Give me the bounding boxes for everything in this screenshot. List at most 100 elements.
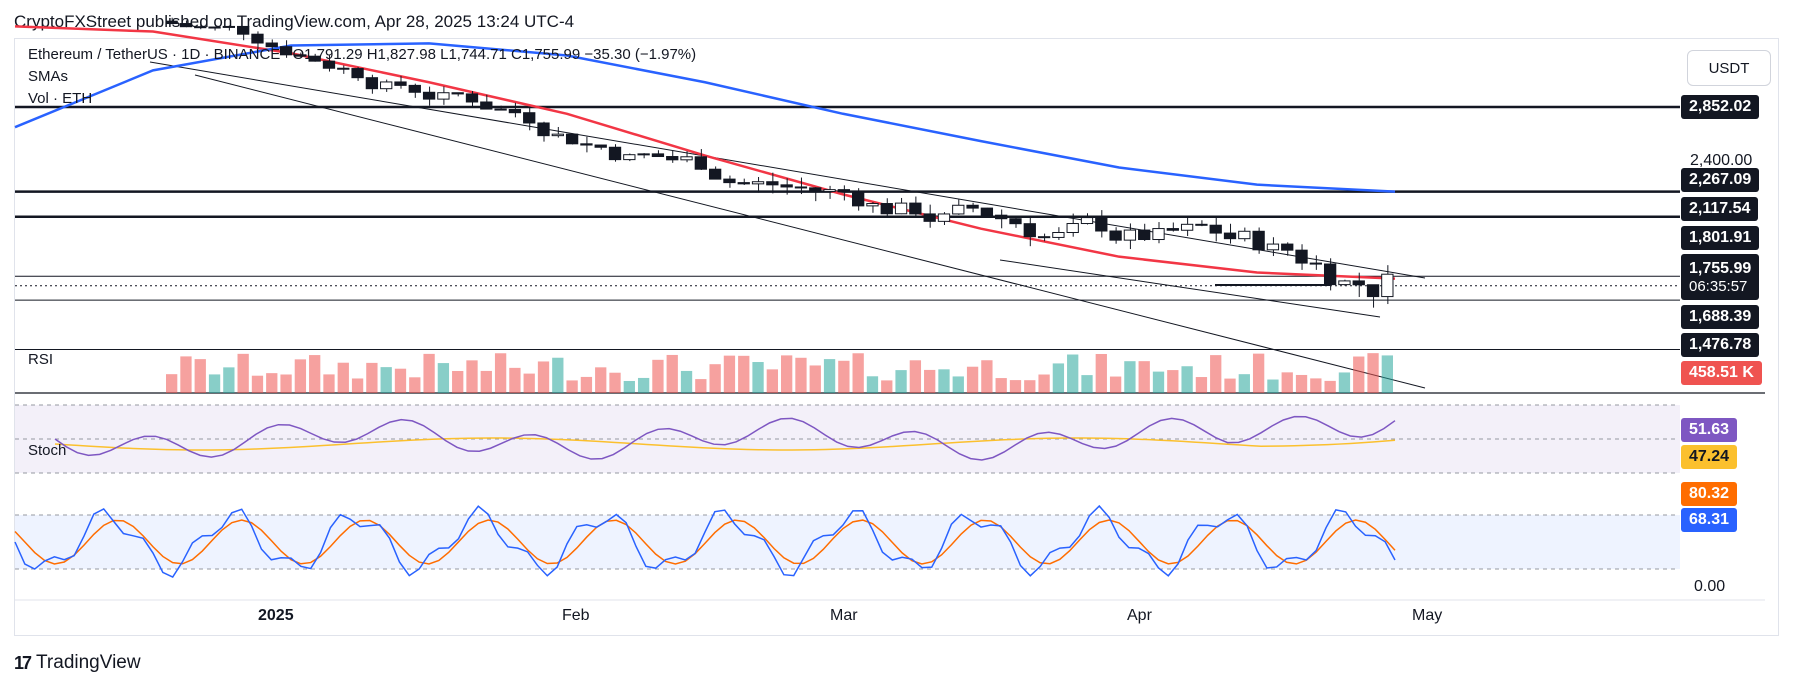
volume-bar xyxy=(1124,361,1136,393)
candle-body xyxy=(1309,262,1322,265)
stoch-zero-label: 0.00 xyxy=(1694,578,1726,595)
volume-bar xyxy=(266,373,278,393)
volume-bar xyxy=(552,357,564,393)
candle-body xyxy=(437,92,450,100)
price-label-2117: 2,117.54 xyxy=(1681,197,1759,221)
candle-body xyxy=(580,143,593,146)
volume-bar xyxy=(781,355,793,393)
candle-body xyxy=(1366,284,1380,298)
candle-body xyxy=(1238,230,1251,240)
volume-bar xyxy=(1095,353,1107,393)
volume-bar xyxy=(895,370,907,393)
legend-ohlc: O1,791.29 H1,827.98 L1,744.71 C1,755.99 … xyxy=(292,46,697,63)
candle-body xyxy=(1180,223,1194,231)
candle-body xyxy=(508,109,522,114)
footer-brand[interactable]: 17 TradingView xyxy=(14,652,141,674)
candle-body xyxy=(966,204,979,209)
candle-body xyxy=(866,203,879,207)
volume-bar xyxy=(866,376,879,393)
candle-body xyxy=(608,146,622,161)
legend-stoch[interactable]: Stoch xyxy=(28,442,67,459)
volume-bar xyxy=(237,353,249,393)
volume-bar xyxy=(709,364,721,393)
volume-bar xyxy=(609,372,621,393)
legend-volume[interactable]: Vol · ETH xyxy=(28,90,93,107)
price-label-2852: 2,852.02 xyxy=(1681,95,1760,119)
volume-bar xyxy=(580,376,593,393)
volume-bar xyxy=(909,360,922,393)
candle-body xyxy=(594,144,607,148)
candle-body xyxy=(322,60,336,69)
volume-bar xyxy=(337,362,349,393)
channel-top-line xyxy=(149,61,1426,279)
volume-bar xyxy=(881,380,893,393)
x-label-feb: Feb xyxy=(562,607,590,624)
candle-body xyxy=(1295,249,1308,264)
volume-bar xyxy=(809,365,821,393)
currency-button[interactable]: USDT xyxy=(1687,50,1771,86)
price-label-1476: 1,476.78 xyxy=(1681,333,1760,357)
volume-bar xyxy=(995,378,1007,393)
volume-bar xyxy=(1181,366,1193,393)
candle-body xyxy=(980,207,994,216)
candle-body xyxy=(1066,223,1079,234)
volume-bar xyxy=(208,374,221,393)
volume-bar xyxy=(952,376,964,393)
volume-bar xyxy=(366,362,378,393)
volume-bar xyxy=(166,374,178,393)
volume-bar xyxy=(1324,380,1336,393)
legend-symbol[interactable]: Ethereum / TetherUS · 1D · BINANCE xyxy=(28,46,281,63)
candle-body xyxy=(1209,224,1222,234)
volume-bar xyxy=(409,377,421,393)
candle-body xyxy=(1266,243,1280,251)
volume-bar xyxy=(852,353,864,393)
candle-body xyxy=(565,133,579,145)
stoch-d-line xyxy=(14,519,1396,565)
volume-bar xyxy=(180,356,192,393)
legend-smas[interactable]: SMAs xyxy=(28,68,69,85)
candle-body xyxy=(1138,229,1151,241)
rsi-ma-label: 47.24 xyxy=(1681,445,1738,469)
volume-bar xyxy=(437,363,450,393)
channel-bottom-line xyxy=(194,74,1426,389)
volume-bar xyxy=(966,366,979,393)
candle-body xyxy=(1252,230,1265,251)
volume-bar xyxy=(1038,374,1050,393)
candle-body xyxy=(308,55,321,62)
volume-bar xyxy=(738,355,750,393)
candle-body xyxy=(680,156,693,161)
volume-bar xyxy=(423,353,435,393)
volume-bar xyxy=(938,369,950,393)
volume-bar xyxy=(1167,370,1179,393)
candle-body xyxy=(637,153,650,156)
candle-body xyxy=(394,81,407,86)
candle-body xyxy=(880,203,893,215)
volume-bar xyxy=(537,361,550,393)
volume-bar xyxy=(566,380,578,393)
candle-body xyxy=(523,112,536,124)
candle-body xyxy=(194,26,207,29)
volume-bar xyxy=(223,367,235,393)
candle-body xyxy=(1080,217,1094,225)
volume-bar xyxy=(523,373,535,393)
candle-body xyxy=(380,81,393,90)
volume-bar xyxy=(1381,355,1393,393)
last-price: 1,755.99 xyxy=(1689,259,1752,277)
volume-bar xyxy=(480,370,492,393)
bar-countdown: 06:35:57 xyxy=(1689,277,1748,295)
candle-body xyxy=(551,133,564,137)
legend-rsi[interactable]: RSI xyxy=(28,351,54,368)
candle-body xyxy=(1223,232,1237,240)
volume-bar xyxy=(1195,377,1208,393)
candle-body xyxy=(1152,228,1165,241)
candle-body xyxy=(337,67,350,70)
stoch-d-label: 80.32 xyxy=(1681,482,1738,506)
candle-body xyxy=(837,189,851,193)
candle-body xyxy=(165,20,178,25)
candle-body xyxy=(909,202,922,215)
volume-bar xyxy=(380,367,392,393)
x-label-2025: 2025 xyxy=(258,607,294,624)
candle-body xyxy=(237,25,250,35)
volume-bar xyxy=(323,374,335,393)
